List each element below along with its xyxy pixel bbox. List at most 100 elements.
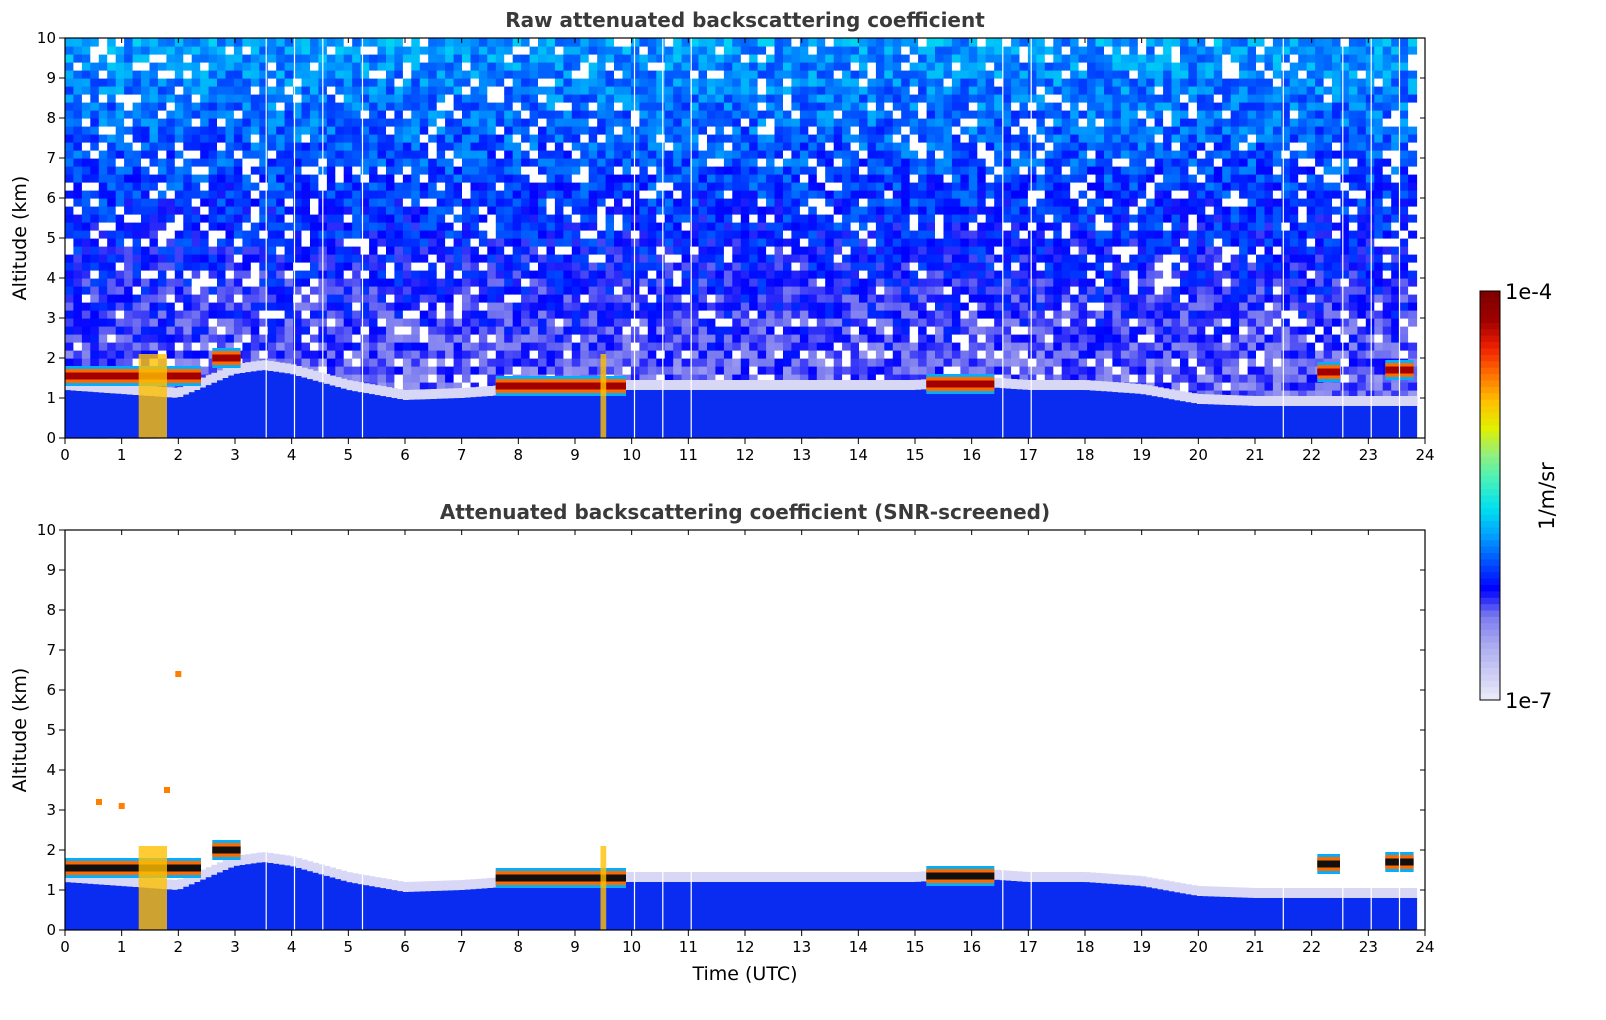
noise-cell [124, 102, 134, 111]
noise-cell [597, 214, 607, 223]
noise-cell [521, 310, 531, 319]
noise-cell [656, 38, 666, 47]
noise-cell [149, 150, 159, 159]
noise-cell [377, 206, 387, 215]
noise-cell [605, 222, 615, 231]
noise-cell [470, 150, 480, 159]
noise-cell [90, 94, 100, 103]
noise-cell [740, 46, 750, 55]
noise-cell [529, 150, 539, 159]
noise-cell [217, 206, 226, 215]
noise-cell [208, 302, 218, 311]
noise-cell [217, 222, 226, 231]
noise-cell [411, 262, 421, 271]
noise-cell [597, 62, 607, 71]
noise-cell [580, 318, 590, 327]
noise-cell [242, 78, 252, 87]
noise-cell [875, 62, 885, 71]
noise-cell [65, 246, 74, 255]
noise-cell [884, 166, 894, 175]
noise-cell [749, 174, 759, 183]
noise-cell [622, 134, 632, 143]
noise-cell [639, 110, 649, 119]
noise-cell [859, 238, 868, 247]
noise-cell [65, 62, 74, 71]
noise-cell [630, 198, 640, 207]
noise-cell [867, 206, 877, 215]
noise-cell [394, 278, 404, 287]
noise-cell [833, 230, 843, 239]
noise-cell [673, 150, 683, 159]
noise-cell [225, 222, 235, 231]
noise-cell [580, 150, 590, 159]
noise-cell [842, 62, 852, 71]
noise-cell [149, 238, 159, 247]
noise-cell [892, 190, 902, 199]
noise-cell [107, 86, 117, 95]
noise-cell [377, 46, 387, 55]
noise-cell [715, 310, 725, 319]
noise-cell [892, 342, 902, 351]
noise-cell [740, 118, 750, 127]
noise-cell [107, 118, 117, 127]
noise-cell [774, 158, 784, 167]
noise-cell [343, 206, 353, 215]
noise-cell [250, 166, 260, 175]
noise-cell [554, 38, 564, 47]
noise-cell [622, 62, 632, 71]
noise-cell [124, 318, 134, 327]
noise-cell [157, 318, 167, 327]
noise-cell [512, 174, 522, 183]
noise-cell [859, 118, 868, 127]
noise-cell [723, 262, 733, 271]
noise-cell [284, 158, 294, 167]
noise-cell [605, 134, 615, 143]
noise-cell [647, 102, 657, 111]
noise-cell [538, 54, 547, 63]
noise-cell [690, 118, 700, 127]
noise-cell [284, 246, 294, 255]
noise-cell [664, 294, 674, 303]
noise-cell [386, 110, 395, 119]
noise-cell [149, 94, 159, 103]
noise-cell [749, 206, 759, 215]
noise-cell [842, 326, 852, 335]
noise-cell [622, 246, 632, 255]
noise-cell [352, 70, 362, 79]
noise-cell [436, 366, 446, 375]
noise-cell [149, 286, 159, 295]
noise-cell [647, 262, 657, 271]
noise-cell [132, 270, 142, 279]
noise-cell [664, 102, 674, 111]
noise-cell [462, 190, 471, 199]
noise-cell [707, 94, 716, 103]
noise-cell [259, 294, 269, 303]
noise-cell [394, 222, 404, 231]
noise-cell [419, 198, 429, 207]
noise-cell [630, 318, 640, 327]
noise-cell [259, 86, 269, 95]
noise-cell [563, 166, 573, 175]
noise-cell [673, 70, 683, 79]
noise-cell [183, 150, 193, 159]
noise-cell [707, 270, 716, 279]
noise-cell [504, 78, 514, 87]
noise-cell [816, 142, 826, 151]
noise-cell [825, 214, 835, 223]
noise-cell [656, 294, 666, 303]
noise-cell [166, 126, 176, 135]
noise-cell [639, 326, 649, 335]
noise-cell [749, 158, 759, 167]
noise-cell [546, 334, 556, 343]
noise-cell [360, 142, 370, 151]
noise-cell [233, 134, 243, 143]
noise-cell [664, 150, 674, 159]
noise-cell [512, 238, 522, 247]
noise-cell [639, 206, 649, 215]
noise-cell [571, 246, 581, 255]
noise-cell [335, 302, 345, 311]
noise-cell [901, 278, 911, 287]
noise-cell [141, 342, 150, 351]
noise-cell [352, 318, 362, 327]
noise-cell [563, 286, 573, 295]
